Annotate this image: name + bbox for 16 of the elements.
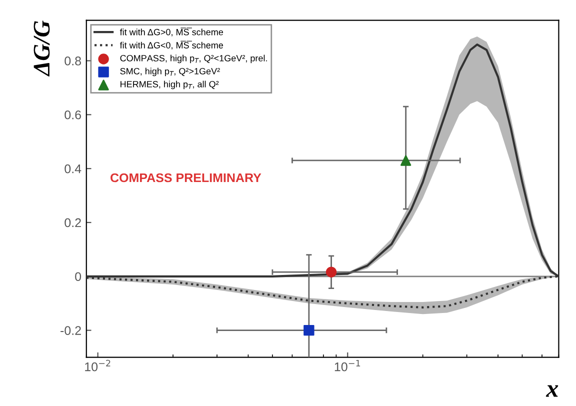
legend-label: SMC, high p$_{T}$, Q²>1GeV² <box>120 68 220 76</box>
x-tick-label: 10$^{−2}$ <box>85 360 110 372</box>
y-tick-label: 0.4 <box>64 164 82 174</box>
y-tick-label: -0.2 <box>60 326 81 335</box>
y-tick-label: 0.2 <box>64 218 81 228</box>
y-tick-label: 0.6 <box>64 110 81 120</box>
legend-label: fit with ΔG>0, M̅S̅ scheme <box>120 28 224 36</box>
legend-label: HERMES, high p$_{T}$, all Q² <box>120 80 219 90</box>
legend-label: COMPASS, high p$_{T}$, Q²<1GeV², prel. <box>120 54 267 64</box>
x-axis-title: x <box>546 385 558 397</box>
annotation: COMPASS PRELIMINARY <box>110 173 262 182</box>
legend-label: fit with ΔG<0, M̅S̅ scheme <box>120 40 224 50</box>
y-tick-label: 0.8 <box>64 56 81 66</box>
y-axis-title: ΔG/G <box>34 20 50 77</box>
x-tick-label: 10$^{−1}$ <box>334 360 360 372</box>
y-tick-label: 0 <box>75 272 82 282</box>
